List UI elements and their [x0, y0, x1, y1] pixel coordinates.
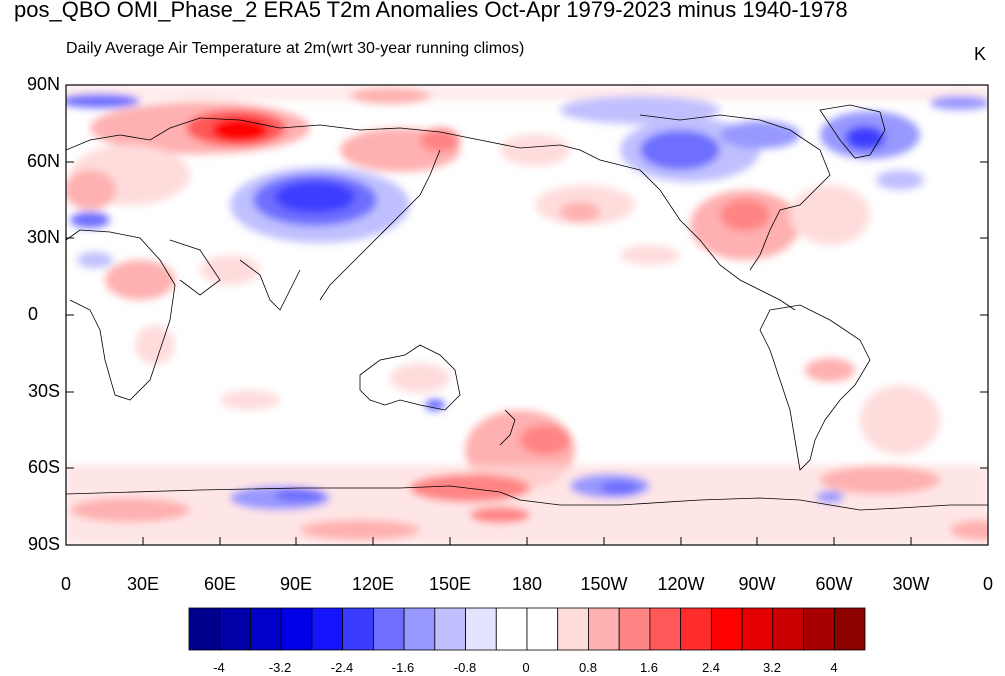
colorbar-label-m3.2: -3.2: [268, 660, 292, 675]
colorbar-swatch: [219, 607, 251, 651]
lon-label-120w: 120W: [657, 574, 705, 594]
colorbar-swatch: [833, 607, 866, 651]
colorbar-swatch: [588, 607, 620, 651]
colorbar-label-m1.6: -1.6: [391, 660, 415, 675]
colorbar-swatch: [741, 607, 774, 651]
colorbar-label-m2.4: -2.4: [330, 660, 354, 675]
lon-label-60e: 60E: [203, 574, 237, 594]
colorbar-swatch: [772, 607, 804, 651]
colorbar-swatch: [495, 607, 528, 651]
lat-label-30n: 30N: [26, 227, 60, 247]
colorbar-swatch: [680, 607, 712, 651]
colorbar-swatch: [188, 607, 221, 651]
colorbar-swatch: [618, 607, 651, 651]
colorbar-label-m4: -4: [213, 660, 225, 675]
lon-label-150e: 150E: [428, 574, 472, 594]
colorbar: [188, 607, 866, 651]
lat-label-90s: 90S: [27, 534, 60, 554]
coastlines: [66, 104, 988, 511]
colorbar-swatch: [311, 607, 344, 651]
colorbar-swatch: [403, 607, 436, 651]
lat-ticks: [66, 84, 988, 546]
anomaly-shading: [66, 86, 988, 545]
map-subtitle: Daily Average Air Temperature at 2m(wrt …: [66, 40, 524, 58]
lon-ticks: [65, 537, 989, 545]
lon-label-150w: 150W: [580, 574, 628, 594]
map-title: pos_QBO OMI_Phase_2 ERA5 T2m Anomalies O…: [14, 0, 848, 22]
colorbar-swatch: [557, 607, 589, 651]
lat-label-60n: 60N: [26, 151, 60, 171]
colorbar-swatch: [526, 607, 559, 651]
colorbar-swatch: [280, 607, 313, 651]
colorbar-swatch: [803, 607, 835, 651]
lon-label-0: 0: [60, 574, 71, 594]
subtitle-variable: Daily Average Air Temperature at 2m: [66, 40, 326, 57]
colorbar-swatch: [434, 607, 466, 651]
colorbar-swatch: [649, 607, 682, 651]
lon-label-120e: 120E: [351, 574, 395, 594]
lon-label-0-east: 0: [982, 574, 993, 594]
lon-label-30e: 30E: [126, 574, 160, 594]
colorbar-label-0.8: 0.8: [578, 660, 598, 675]
colorbar-swatch: [372, 607, 405, 651]
colorbar-swatch: [250, 607, 282, 651]
colorbar-label-3.2: 3.2: [762, 660, 782, 675]
colorbar-label-1.6: 1.6: [639, 660, 659, 675]
lat-label-30s: 30S: [27, 381, 60, 401]
lon-label-180: 180: [511, 574, 543, 594]
units-label: K: [974, 44, 987, 64]
colorbar-label-m0.8: -0.8: [453, 660, 477, 675]
lon-label-30w: 30W: [892, 574, 930, 594]
colorbar-swatch: [710, 607, 743, 651]
lat-label-90n: 90N: [26, 74, 60, 94]
colorbar-label-0: 0: [522, 660, 530, 675]
lon-label-60w: 60W: [815, 574, 853, 594]
lon-label-90w: 90W: [738, 574, 776, 594]
lon-label-90e: 90E: [279, 574, 313, 594]
colorbar-swatch: [465, 607, 497, 651]
lat-label-eq: 0: [27, 304, 38, 324]
colorbar-label-2.4: 2.4: [701, 660, 721, 675]
lat-label-60s: 60S: [27, 457, 60, 477]
subtitle-climo-note: (wrt 30-year running climos): [325, 40, 525, 57]
colorbar-swatch: [342, 607, 374, 651]
colorbar-label-4: 4: [830, 660, 838, 675]
